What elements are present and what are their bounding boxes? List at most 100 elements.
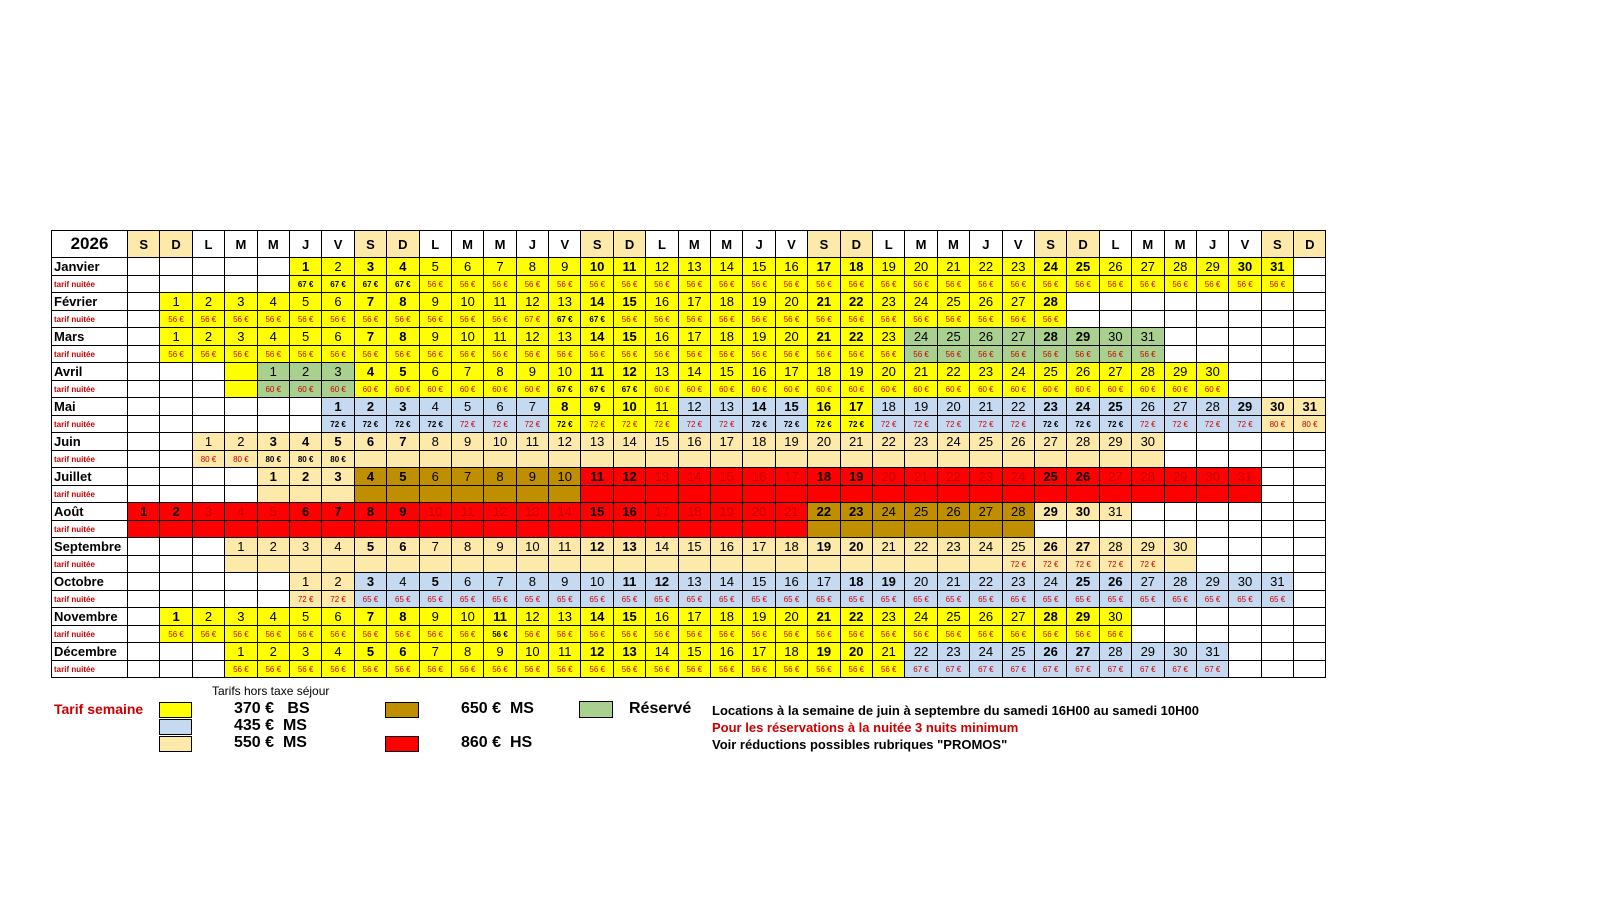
price-row-label: tarif nuitée — [51, 380, 128, 398]
day-cell: 7 — [353, 607, 388, 626]
price-cell — [386, 520, 420, 538]
price-cell: 56 € — [418, 310, 452, 328]
day-cell: 10 — [580, 257, 614, 276]
day-cell: 1 — [191, 432, 226, 451]
day-cell: 29 — [1195, 572, 1230, 591]
day-cell: 2 — [191, 607, 226, 626]
empty-cell — [224, 467, 258, 486]
price-cell: 65 € — [1228, 590, 1262, 608]
price-cell: 56 € — [191, 345, 226, 363]
empty-cell — [1293, 292, 1327, 311]
day-cell: 14 — [612, 432, 647, 451]
price-cell: 56 € — [386, 310, 420, 328]
price-cell: 56 € — [904, 625, 938, 643]
day-cell: 28 — [1033, 607, 1068, 626]
day-cell: 2 — [353, 397, 388, 416]
price-cell: 72 € — [1066, 415, 1100, 433]
day-cell: 14 — [710, 257, 744, 276]
empty-cell — [126, 590, 161, 608]
day-cell: 21 — [774, 502, 809, 521]
day-header: L — [645, 230, 679, 258]
day-cell: 24 — [1033, 257, 1068, 276]
day-cell: 2 — [321, 572, 355, 591]
price-cell: 65 € — [936, 590, 971, 608]
day-cell: 12 — [645, 257, 679, 276]
price-row: tarif nuitée 72 €72 €72 €72 €72 € — [51, 555, 1327, 573]
price-cell: 56 € — [1033, 625, 1068, 643]
day-cell: 27 — [1066, 642, 1100, 661]
day-cell: 18 — [807, 362, 841, 381]
empty-cell — [191, 380, 226, 398]
day-cell: 14 — [580, 292, 614, 311]
price-cell: 65 € — [774, 590, 809, 608]
day-cell: 1 — [256, 362, 290, 381]
day-cell: 22 — [904, 537, 938, 556]
day-cell: 21 — [871, 537, 906, 556]
empty-cell — [1293, 362, 1327, 381]
price-cell: 56 € — [386, 660, 420, 678]
day-cell: 4 — [256, 292, 290, 311]
price-cell: 56 € — [839, 625, 873, 643]
price-cell: 56 € — [710, 345, 744, 363]
day-cell: 7 — [450, 467, 485, 486]
day-cell: 15 — [742, 257, 776, 276]
day-header: V — [548, 230, 582, 258]
price-cell: 56 € — [936, 345, 971, 363]
price-cell: 60 € — [1131, 380, 1165, 398]
price-cell: 60 € — [1098, 380, 1133, 398]
day-cell: 8 — [450, 537, 485, 556]
price-cell: 60 € — [807, 380, 841, 398]
price-cell: 67 € — [548, 380, 582, 398]
price-cell: 56 € — [807, 345, 841, 363]
day-cell: 17 — [742, 537, 776, 556]
day-cell: 29 — [1033, 502, 1068, 521]
price-cell: 56 € — [580, 345, 614, 363]
empty-cell — [1163, 607, 1197, 626]
month-row: Mars 1 2 3 4 5 6 7 8 9 10 11 12 13 14 15 16 17 18 19 20 21 22 2… — [51, 327, 1327, 346]
price-cell — [807, 450, 841, 468]
day-cell: 30 — [1228, 257, 1262, 276]
day-cell: 2 — [288, 362, 323, 381]
price-row-label: tarif nuitée — [51, 590, 128, 608]
empty-cell — [1195, 432, 1230, 451]
price-cell: 56 € — [612, 625, 647, 643]
day-cell: 17 — [807, 572, 841, 591]
price-cell: 56 € — [1066, 345, 1100, 363]
price-cell — [677, 450, 712, 468]
price-cell: 65 € — [1098, 590, 1133, 608]
empty-cell — [1293, 537, 1327, 556]
price-cell: 56 € — [191, 310, 226, 328]
price-cell: 56 € — [321, 625, 355, 643]
empty-cell — [1293, 520, 1327, 538]
price-cell: 56 € — [159, 625, 193, 643]
empty-cell — [191, 642, 226, 661]
day-cell: 23 — [936, 537, 971, 556]
price-cell: 72 € — [1131, 415, 1165, 433]
price-cell: 56 € — [677, 345, 712, 363]
price-cell — [353, 450, 388, 468]
day-cell: 22 — [969, 257, 1003, 276]
price-cell: 65 € — [677, 590, 712, 608]
day-cell: 27 — [969, 502, 1003, 521]
price-cell — [1131, 485, 1165, 503]
price-cell: 72 € — [1228, 415, 1262, 433]
empty-cell — [1066, 310, 1100, 328]
day-cell: 25 — [1098, 397, 1133, 416]
price-cell — [774, 520, 809, 538]
day-header: D — [386, 230, 420, 258]
price-cell — [224, 520, 258, 538]
day-cell: 20 — [774, 292, 809, 311]
day-cell: 9 — [483, 537, 517, 556]
empty-cell — [1260, 362, 1295, 381]
price-cell — [548, 520, 582, 538]
price-cell: 56 € — [515, 275, 550, 293]
empty-cell — [1293, 450, 1327, 468]
price-cell: 56 € — [353, 310, 388, 328]
price-cell: 67 € — [548, 310, 582, 328]
price-cell: 56 € — [580, 275, 614, 293]
price-cell: 56 € — [321, 660, 355, 678]
price-cell: 56 € — [450, 660, 485, 678]
price-cell — [774, 450, 809, 468]
empty-cell — [256, 397, 290, 416]
price-cell: 56 € — [224, 345, 258, 363]
